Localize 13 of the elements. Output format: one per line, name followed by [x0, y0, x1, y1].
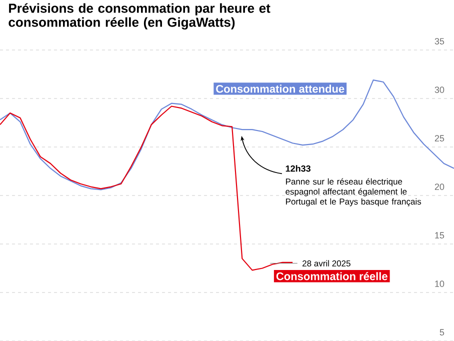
y-tick-label: 20 — [434, 184, 444, 190]
y-tick-label: 35 — [434, 38, 444, 44]
y-tick-label: 30 — [434, 86, 444, 93]
y-tick-label: 15 — [435, 232, 444, 238]
series-label: Consommation réelle — [276, 272, 388, 280]
annotation: 28 avril 2025 — [302, 260, 350, 266]
y-tick-label: 25 — [434, 135, 444, 142]
y-tick-label: 10 — [435, 280, 444, 287]
y-tick-label: 5 — [440, 329, 444, 336]
annotation: Panne sur le réseau électrique espagnol affectant également le Portugal et le Pays basque français — [286, 178, 422, 206]
series-label: Consommation attendue — [216, 84, 344, 93]
annotation: 12h33 — [286, 165, 310, 172]
chart-title: Prévisions de consommation par heure et consommation réelle (en GigaWatts) — [8, 3, 270, 30]
